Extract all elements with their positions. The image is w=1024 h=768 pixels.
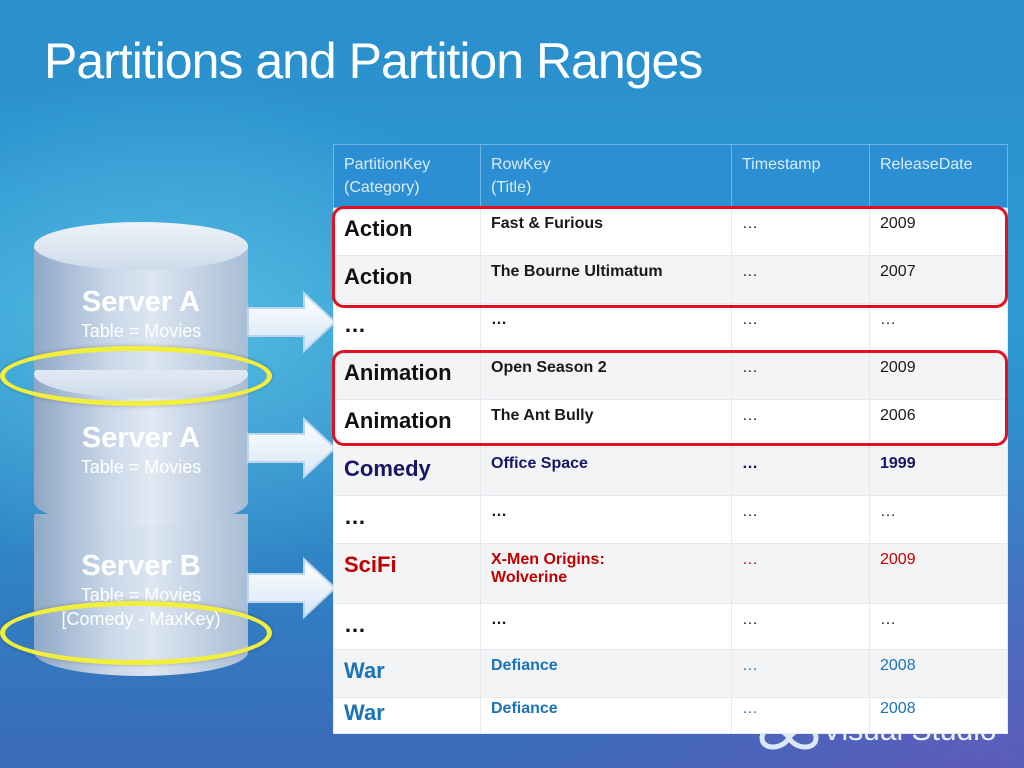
table-row: Comedy Office Space … 1999 (333, 447, 1008, 496)
column-header-row-key: RowKey (Title) (480, 144, 732, 208)
table-row: Animation Open Season 2 … 2009 (333, 351, 1008, 400)
arrow-right-icon-1 (247, 290, 337, 354)
cell-timestamp: … (731, 303, 870, 352)
cell-release-date: … (869, 603, 1008, 650)
cell-release-date: 1999 (869, 447, 1008, 496)
cell-timestamp: … (731, 351, 870, 400)
partition-boundary-ring-bottom (0, 601, 272, 665)
cell-timestamp: … (731, 543, 870, 604)
table-row: … … … … (333, 303, 1008, 352)
server-a-middle-table: Table = Movies (80, 457, 202, 477)
cell-row-key: Defiance (480, 649, 732, 698)
table-row: War Defiance … 2008 (333, 697, 1008, 734)
cell-timestamp: … (731, 495, 870, 544)
cell-timestamp: … (731, 255, 870, 304)
cell-release-date: 2008 (869, 697, 1008, 734)
cell-timestamp: … (731, 207, 870, 256)
cell-timestamp: … (731, 603, 870, 650)
cell-partition-key: Animation (333, 351, 481, 400)
column-header-release-date: ReleaseDate (869, 144, 1008, 208)
partition-boundary-ring-top (0, 346, 272, 406)
cell-partition-key: Action (333, 207, 481, 256)
cell-partition-key: … (333, 495, 481, 544)
cell-release-date: 2008 (869, 649, 1008, 698)
table-row: War Defiance … 2008 (333, 649, 1008, 698)
table-row: SciFi X-Men Origins: Wolverine … 2009 (333, 543, 1008, 604)
table-header-row: PartitionKey (Category) RowKey (Title) Tim… (333, 144, 1008, 208)
column-header-timestamp: Timestamp (731, 144, 870, 208)
cell-row-key: … (480, 303, 732, 352)
cell-partition-key: War (333, 697, 481, 734)
cell-row-key: Open Season 2 (480, 351, 732, 400)
cell-release-date: … (869, 495, 1008, 544)
server-a-middle-name: Server A (81, 422, 201, 454)
table-row: Action The Bourne Ultimatum … 2007 (333, 255, 1008, 304)
table-row: … … … … (333, 495, 1008, 544)
table-row: Animation The Ant Bully … 2006 (333, 399, 1008, 448)
server-a-top-name: Server A (81, 286, 201, 318)
table-row: … … … … (333, 603, 1008, 650)
cell-release-date: 2006 (869, 399, 1008, 448)
cell-release-date: 2009 (869, 207, 1008, 256)
cell-row-key: … (480, 495, 732, 544)
table-row: Action Fast & Furious … 2009 (333, 207, 1008, 256)
cell-partition-key: SciFi (333, 543, 481, 604)
cell-timestamp: … (731, 649, 870, 698)
cell-partition-key: Action (333, 255, 481, 304)
animation-partition-highlight (332, 350, 1008, 446)
column-header-partition-key: PartitionKey (Category) (333, 144, 481, 208)
cell-timestamp: … (731, 399, 870, 448)
cell-release-date: 2009 (869, 543, 1008, 604)
slide-title: Partitions and Partition Ranges (44, 33, 703, 89)
arrow-right-icon-2 (247, 416, 337, 480)
cell-row-key: The Bourne Ultimatum (480, 255, 732, 304)
arrow-right-icon-3 (247, 556, 337, 620)
cell-row-key: Office Space (480, 447, 732, 496)
cell-partition-key: War (333, 649, 481, 698)
cell-row-key: … (480, 603, 732, 650)
cell-timestamp: … (731, 697, 870, 734)
cell-partition-key: … (333, 603, 481, 650)
cell-row-key: X-Men Origins: Wolverine (480, 543, 732, 604)
action-partition-highlight (332, 206, 1008, 308)
partition-table: PartitionKey (Category) RowKey (Title) Tim… (333, 144, 1008, 734)
server-a-top-top (34, 222, 248, 270)
server-b-name: Server B (81, 550, 201, 582)
server-a-top-table: Table = Movies (80, 321, 202, 341)
cell-release-date: … (869, 303, 1008, 352)
cell-partition-key: Comedy (333, 447, 481, 496)
cell-timestamp: … (731, 447, 870, 496)
cell-row-key: Defiance (480, 697, 732, 734)
cell-row-key: The Ant Bully (480, 399, 732, 448)
server-b-table: Table = Movies (80, 585, 202, 605)
cell-partition-key: … (333, 303, 481, 352)
